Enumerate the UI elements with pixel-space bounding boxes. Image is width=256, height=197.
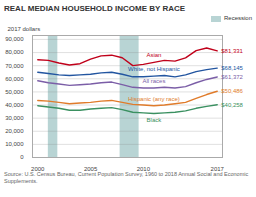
- svg-text:$40,258: $40,258: [221, 102, 243, 108]
- svg-text:Black: Black: [147, 117, 163, 123]
- svg-text:2000: 2000: [31, 166, 45, 171]
- svg-text:40,000: 40,000: [5, 102, 24, 108]
- svg-text:50,000: 50,000: [5, 89, 24, 95]
- svg-text:70,000: 70,000: [5, 63, 24, 69]
- svg-text:$68,145: $68,145: [221, 65, 243, 71]
- svg-text:2017 dollars: 2017 dollars: [8, 26, 41, 32]
- svg-text:$50,486: $50,486: [221, 88, 243, 94]
- svg-text:30,000: 30,000: [5, 115, 24, 121]
- svg-text:2005: 2005: [84, 166, 98, 171]
- svg-text:$81,331: $81,331: [221, 48, 243, 54]
- svg-text:$61,372: $61,372: [221, 74, 243, 80]
- svg-text:2017: 2017: [211, 166, 225, 171]
- svg-text:80,000: 80,000: [5, 49, 24, 55]
- html-text:Recession: Recession: [224, 15, 252, 21]
- svg-text:Hispanic (any race): Hispanic (any race): [128, 96, 180, 102]
- svg-text:10,000: 10,000: [5, 141, 24, 147]
- svg-text:60,000: 60,000: [5, 76, 24, 82]
- svg-text:All races: All races: [142, 78, 165, 84]
- svg-text:90,000: 90,000: [5, 36, 24, 42]
- svg-text:White, not Hispanic: White, not Hispanic: [128, 66, 180, 72]
- svg-text:2010: 2010: [137, 166, 151, 171]
- svg-text:0: 0: [20, 154, 24, 160]
- html-text:Source: U.S. Census Bureau, Cu: Source: U.S. Census Bureau, Current Popu…: [4, 171, 249, 184]
- svg-text:Asian: Asian: [146, 52, 161, 58]
- svg-text:20,000: 20,000: [5, 128, 24, 134]
- html-text:REAL MEDIAN HOUSEHOLD INCOME B: REAL MEDIAN HOUSEHOLD INCOME BY RACE: [4, 4, 186, 13]
